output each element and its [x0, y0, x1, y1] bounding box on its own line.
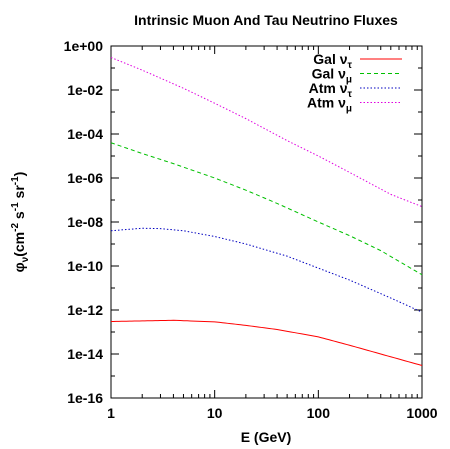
- y-tick-label: 1e+00: [64, 38, 104, 54]
- y-tick-label: 1e-02: [67, 82, 103, 98]
- series-lines: [110, 57, 423, 366]
- x-axis-ticks: 1 10 100 1000: [107, 46, 438, 421]
- x-tick-label: 100: [307, 405, 331, 421]
- x-tick-label: 10: [207, 405, 223, 421]
- y-tick-label: 1e-12: [67, 302, 103, 318]
- y-tick-label: 1e-08: [67, 214, 103, 230]
- y-tick-label: 1e-14: [67, 346, 103, 362]
- plot-frame: [110, 45, 423, 399]
- legend-label: Gal ντ: [313, 51, 352, 71]
- series-line-1: [110, 142, 423, 276]
- x-tick-label: 1000: [406, 405, 437, 421]
- y-axis-label: φν(cm-2 s-1 sr-1): [10, 172, 31, 273]
- series-line-2: [110, 227, 423, 313]
- y-tick-label: 1e-16: [67, 390, 103, 406]
- series-line-3: [110, 57, 423, 208]
- y-tick-label: 1e-10: [67, 258, 103, 274]
- x-axis-label: E (GeV): [241, 429, 292, 445]
- chart-title: Intrinsic Muon And Tau Neutrino Fluxes: [134, 12, 398, 28]
- y-axis-ticks: 1e+00 1e-02 1e-04 1e-06 1e-08 1e-10 1e-12 1e-14…: [64, 38, 422, 406]
- y-tick-label: 1e-06: [67, 170, 103, 186]
- y-tick-label: 1e-04: [67, 126, 103, 142]
- legend-label: Gal νμ: [312, 66, 352, 86]
- legend-label: Atm ντ: [309, 80, 353, 100]
- series-line-0: [110, 319, 423, 366]
- legend-label: Atm νμ: [307, 95, 352, 115]
- x-tick-label: 1: [107, 405, 115, 421]
